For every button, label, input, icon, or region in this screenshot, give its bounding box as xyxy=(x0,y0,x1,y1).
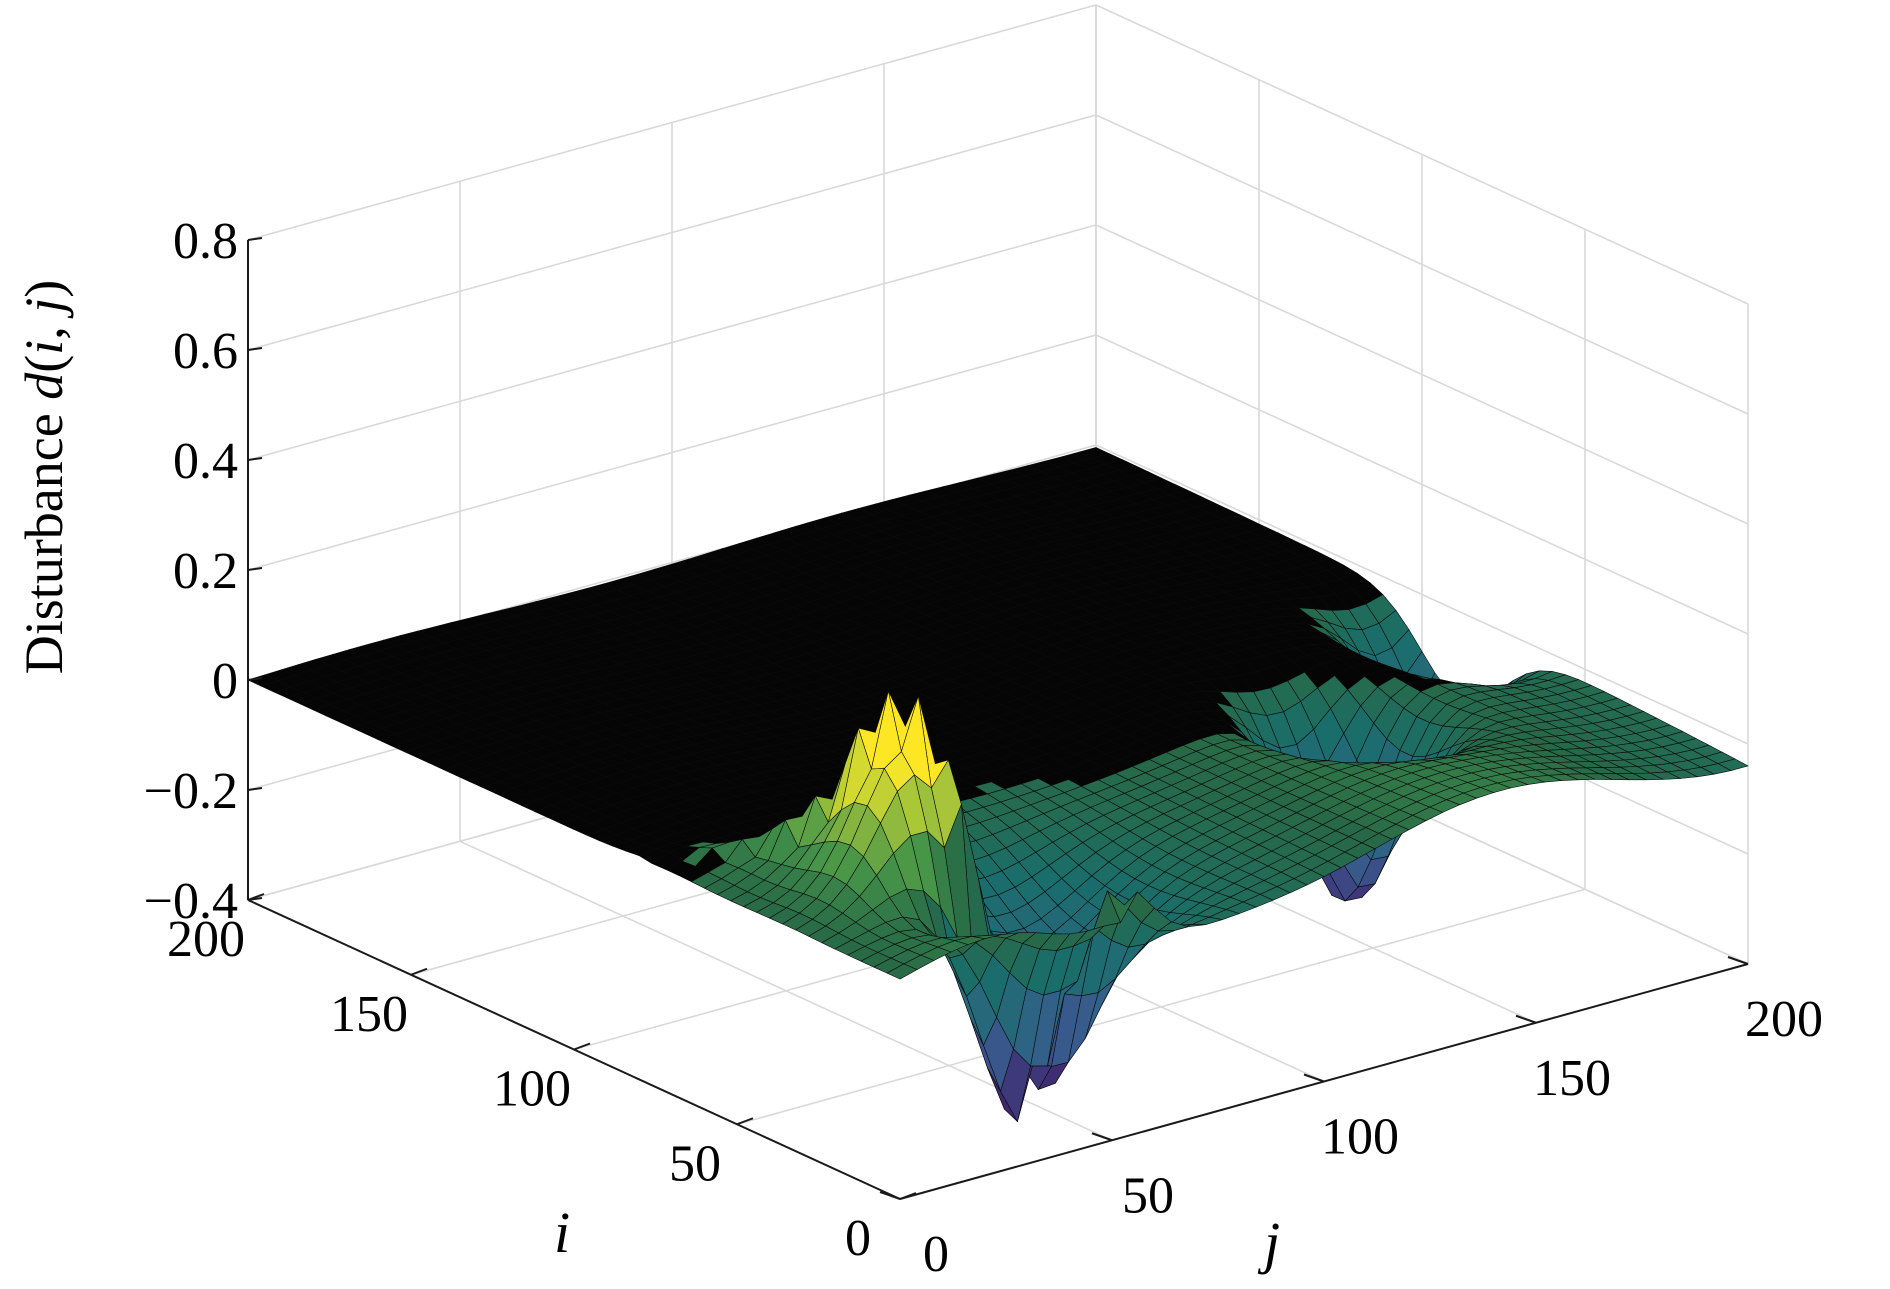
y-axis-title: i xyxy=(554,1200,570,1265)
z-axis-title: Disturbance d(i, j) xyxy=(14,280,74,674)
tick-labels: 050100150200050100150200−0.4−0.200.20.40… xyxy=(144,213,1823,1283)
j-tick-label: 100 xyxy=(1321,1109,1399,1166)
i-tick-mark xyxy=(899,1192,917,1200)
z-tick-mark xyxy=(247,567,263,571)
i-tick-label: 150 xyxy=(330,986,408,1043)
i-tick-label: 0 xyxy=(845,1210,871,1267)
gridline-z-6 xyxy=(247,4,1749,305)
z-tick-label: 0 xyxy=(212,653,238,710)
j-tick-mark xyxy=(1091,1132,1113,1142)
z-tick-mark xyxy=(247,897,263,901)
j-tick-mark xyxy=(879,1191,901,1200)
j-tick-mark xyxy=(1303,1073,1325,1083)
j-tick-mark xyxy=(1727,956,1749,965)
z-tick-mark xyxy=(247,347,263,351)
i-tick-mark xyxy=(410,967,428,976)
j-tick-mark xyxy=(1515,1014,1537,1024)
j-tick-label: 50 xyxy=(1122,1167,1174,1224)
z-tick-label: 0.8 xyxy=(173,213,238,270)
z-tick-label: 0.2 xyxy=(173,543,238,600)
z-tick-mark xyxy=(247,237,263,241)
z-tick-label: 0.6 xyxy=(173,323,238,380)
i-tick-mark xyxy=(573,1042,591,1051)
z-tick-mark xyxy=(247,787,263,791)
j-tick-label: 0 xyxy=(923,1226,949,1283)
j-tick-label: 150 xyxy=(1533,1050,1611,1107)
surface-patch xyxy=(886,963,918,980)
z-tick-label: 0.4 xyxy=(173,433,238,490)
i-tick-label: 100 xyxy=(493,1061,571,1118)
x-axis-title: j xyxy=(1257,1210,1280,1275)
i-tick-mark xyxy=(736,1117,754,1126)
j-tick-label: 200 xyxy=(1745,991,1823,1048)
z-tick-label: −0.4 xyxy=(144,873,238,930)
z-tick-mark xyxy=(247,457,263,461)
axes-frame xyxy=(247,237,1749,1200)
z-tick-mark xyxy=(247,677,263,681)
gridline-z-5 xyxy=(247,114,1749,415)
i-tick-label: 200 xyxy=(167,911,245,968)
i-tick-label: 50 xyxy=(669,1135,721,1192)
disturbance-surface xyxy=(247,447,1749,1123)
z-tick-label: −0.2 xyxy=(144,763,238,820)
